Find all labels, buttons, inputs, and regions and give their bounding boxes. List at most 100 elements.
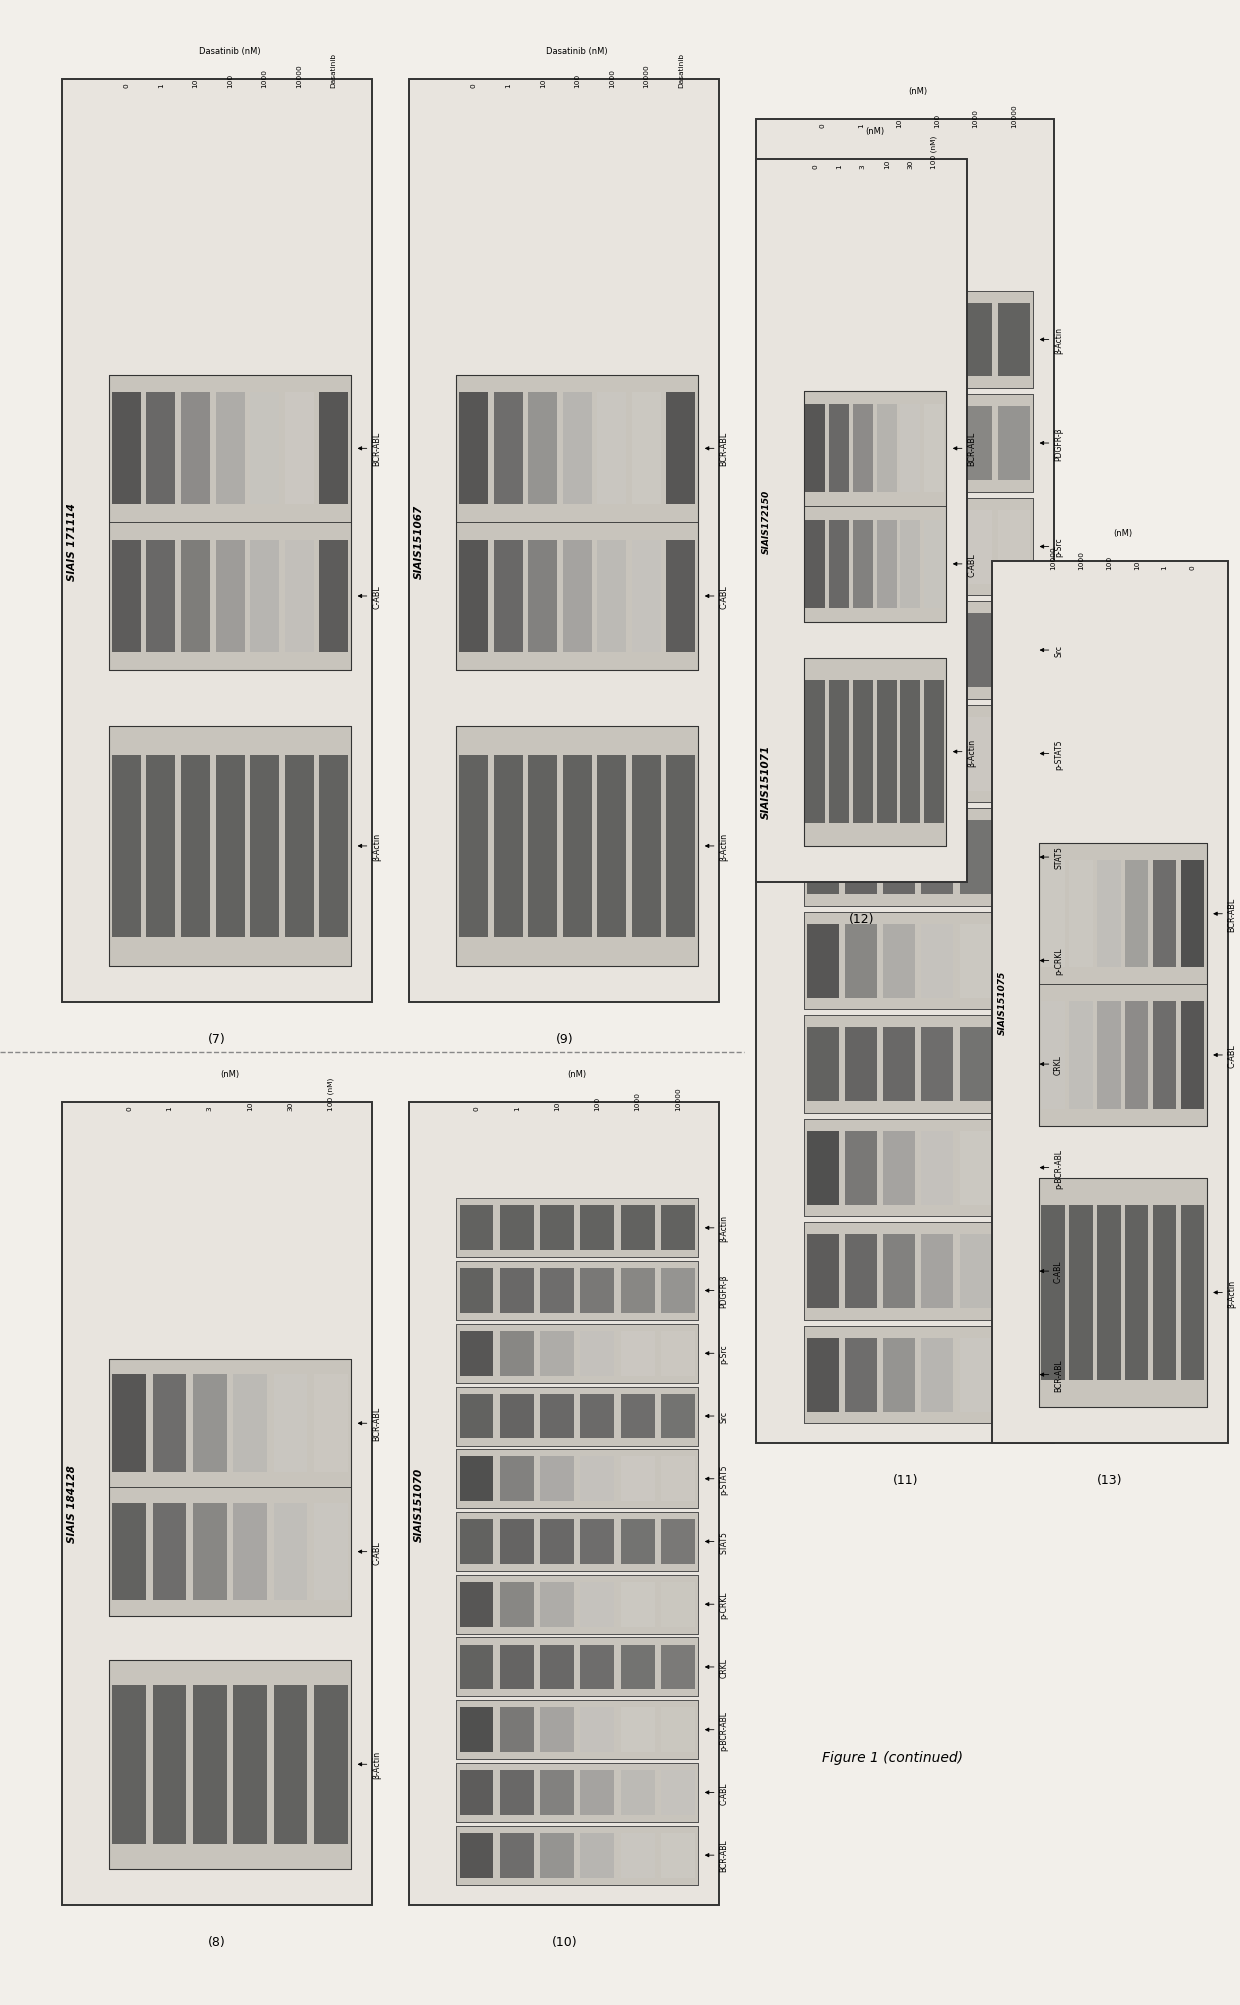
Text: (7): (7) [208,1033,226,1045]
Bar [883,303,915,377]
Bar [621,1393,655,1440]
Text: SIAIS151070: SIAIS151070 [414,1466,424,1542]
Bar [804,391,946,507]
Bar [804,658,946,846]
Bar [456,1450,698,1508]
Bar [456,1827,698,1885]
Bar [661,1582,694,1626]
Text: (12): (12) [849,912,874,924]
Bar [62,80,372,1003]
Bar [500,1520,533,1564]
Bar [853,405,873,493]
Text: 10000: 10000 [644,64,650,88]
Text: 0: 0 [820,124,826,128]
Text: C-ABL: C-ABL [1228,1043,1236,1067]
Bar [193,1684,227,1845]
Bar [1039,1179,1207,1408]
Bar [500,1833,533,1877]
Bar [112,393,141,505]
Text: BCR-ABL: BCR-ABL [372,1406,381,1442]
Text: 0: 0 [124,84,129,88]
Bar [494,541,522,654]
Bar [661,1331,694,1375]
Bar [666,756,696,938]
Bar [274,1684,308,1845]
Bar [598,756,626,938]
Bar [112,541,141,654]
Bar [541,1269,574,1313]
Text: p-Src: p-Src [719,1343,728,1363]
Text: 0: 0 [812,164,818,168]
Bar [580,1393,614,1440]
Text: 1: 1 [858,124,864,128]
Text: CRKL: CRKL [1054,1055,1063,1075]
Bar [216,393,244,505]
Text: 10: 10 [1133,559,1140,569]
Bar [632,756,661,938]
Bar [456,1700,698,1758]
Text: Dasatinib: Dasatinib [678,54,683,88]
Bar [621,1708,655,1752]
Text: 100: 100 [1106,555,1112,569]
Bar [844,511,877,583]
Bar [806,303,838,377]
Text: (8): (8) [208,1935,226,1947]
Bar [250,756,279,938]
Bar [844,303,877,377]
Bar [541,1520,574,1564]
Bar [500,1770,533,1815]
Bar [456,1576,698,1634]
Bar [314,1504,347,1600]
Bar [883,820,915,894]
Bar [844,820,877,894]
Bar [109,523,351,670]
Bar [109,1359,351,1488]
Bar [109,1359,351,1616]
Bar [998,1131,1030,1205]
Text: 1000: 1000 [972,110,978,128]
Bar [756,160,967,882]
Text: 1: 1 [513,1107,520,1111]
Bar [661,1393,694,1440]
Bar [500,1582,533,1626]
Bar [883,1235,915,1309]
Bar [921,1337,954,1412]
Bar [541,1770,574,1815]
Bar [804,1223,1033,1319]
Bar [804,499,1033,595]
Bar [500,1269,533,1313]
Bar [998,1337,1030,1412]
Bar [460,1833,494,1877]
Bar [563,756,591,938]
Bar [806,521,826,608]
Text: C-ABL: C-ABL [1054,1261,1063,1283]
Bar [804,808,1033,906]
Bar [1042,1205,1065,1379]
Bar [960,820,992,894]
Bar [1069,860,1092,968]
Bar [456,1762,698,1823]
Text: SIAIS 171114: SIAIS 171114 [67,503,77,579]
Bar [460,1456,494,1502]
Bar [409,80,719,1003]
Bar [666,541,696,654]
Bar [960,407,992,481]
Bar [456,1261,698,1321]
Text: 10000: 10000 [296,64,303,88]
Text: (nM): (nM) [866,128,884,136]
Bar [661,1644,694,1690]
Bar [456,1512,698,1572]
Text: β-Actin: β-Actin [967,738,976,766]
Text: C-ABL: C-ABL [719,585,728,610]
Text: PDGFR-β: PDGFR-β [1054,427,1063,461]
Bar [460,1770,494,1815]
Text: (nM): (nM) [909,88,928,96]
Text: 10000: 10000 [675,1087,681,1111]
Bar [960,614,992,688]
Bar [804,706,1033,802]
Bar [1125,860,1148,968]
Bar [153,1504,186,1600]
Bar [1097,1205,1121,1379]
Bar [921,1131,954,1205]
Bar [924,405,944,493]
